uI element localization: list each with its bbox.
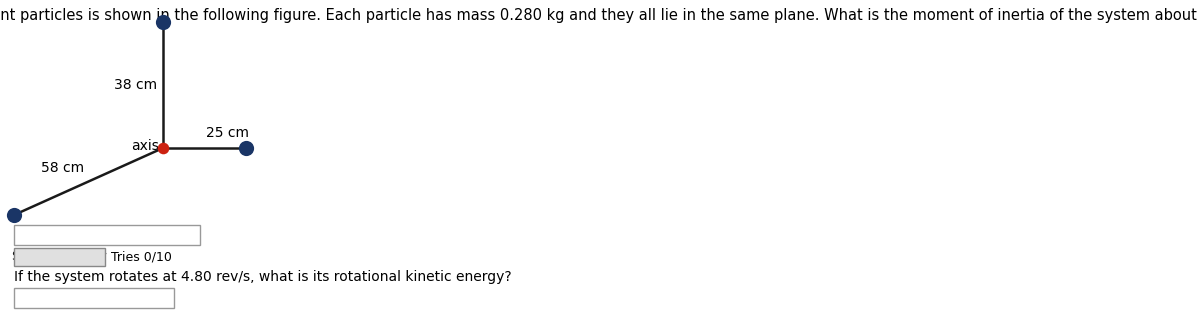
Point bbox=[236, 146, 256, 151]
Text: A system of point particles is shown in the following figure. Each particle has : A system of point particles is shown in … bbox=[0, 8, 1200, 23]
Text: Submit Answer: Submit Answer bbox=[12, 250, 107, 263]
Text: 58 cm: 58 cm bbox=[41, 161, 84, 175]
Text: axis: axis bbox=[131, 139, 158, 153]
Bar bbox=[14, 248, 106, 266]
Text: Tries 0/10: Tries 0/10 bbox=[112, 250, 172, 263]
Bar bbox=[14, 288, 174, 308]
Point bbox=[5, 212, 24, 217]
Point bbox=[154, 146, 173, 151]
Text: 38 cm: 38 cm bbox=[114, 78, 157, 92]
Bar bbox=[14, 225, 200, 245]
Point bbox=[154, 20, 173, 25]
Text: 25 cm: 25 cm bbox=[206, 126, 250, 140]
Text: If the system rotates at 4.80 rev/s, what is its rotational kinetic energy?: If the system rotates at 4.80 rev/s, wha… bbox=[14, 270, 511, 284]
